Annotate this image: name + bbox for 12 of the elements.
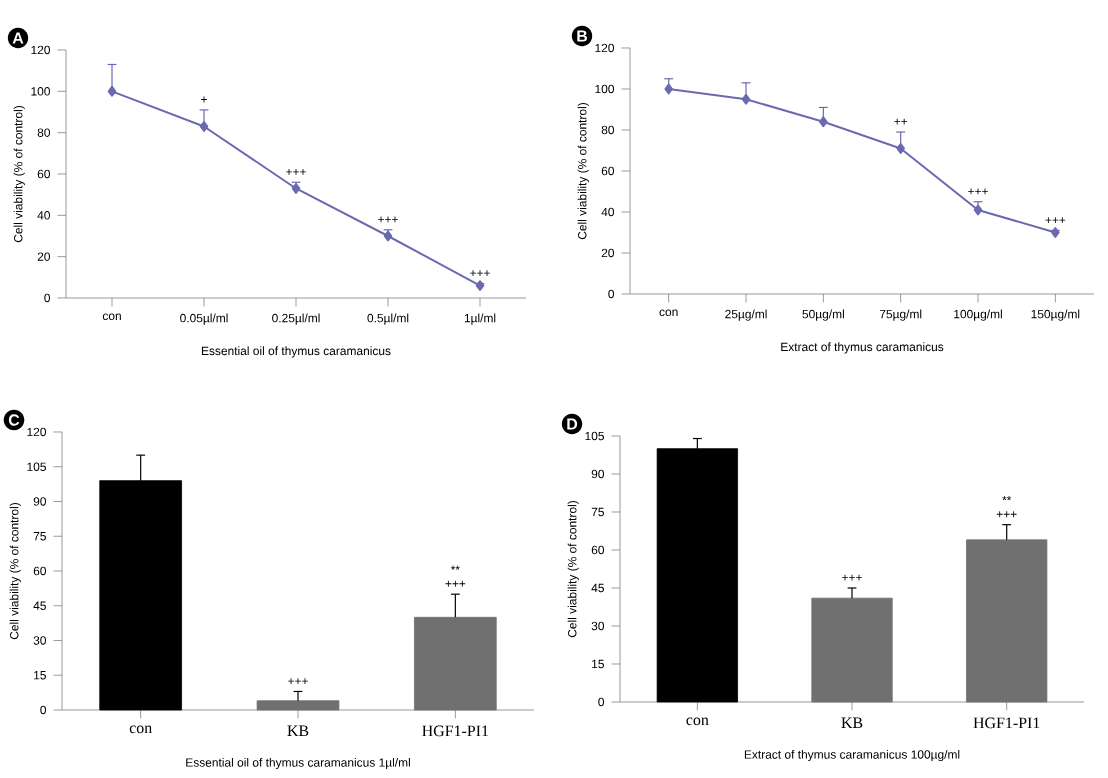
point [383,230,393,242]
bar [414,616,497,711]
bar [256,700,340,711]
point [819,116,828,128]
bar [811,597,893,703]
point [664,83,673,95]
point [896,143,905,154]
point [107,85,117,97]
point [741,93,751,105]
bar [966,539,1048,703]
point [973,204,983,216]
point [199,121,209,132]
